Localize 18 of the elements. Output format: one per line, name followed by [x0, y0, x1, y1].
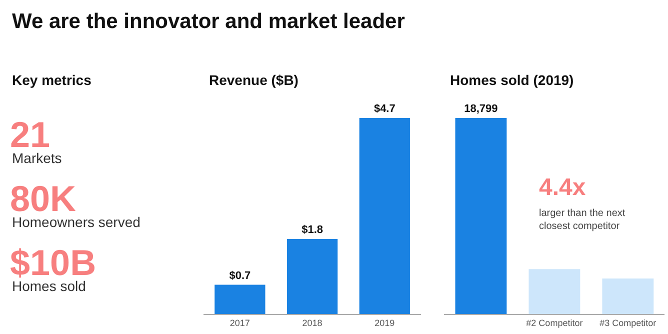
data-label: $0.7: [229, 270, 251, 282]
chart-title: Revenue ($B): [209, 72, 298, 88]
text: Markets: [12, 150, 62, 166]
annotation: 4.4x: [539, 174, 586, 201]
x-tick-label: #3 Competitor: [600, 318, 656, 328]
text: Homes sold: [12, 278, 86, 294]
x-tick-label: 2017: [230, 318, 250, 328]
text: We are the innovator and market leader: [12, 10, 405, 33]
x-tick-label: #2 Competitor: [526, 318, 583, 328]
x-tick-label: 2018: [302, 318, 322, 328]
annotation: larger than the next closest competitor: [539, 208, 626, 232]
data-label: $1.8: [302, 224, 323, 236]
data-label: $4.7: [374, 103, 396, 115]
text: Homeowners served: [12, 214, 140, 230]
text: Key metrics: [12, 72, 92, 88]
chart-title: Homes sold (2019): [450, 72, 574, 88]
data-label: 18,799: [464, 103, 498, 115]
x-tick-label: 2019: [374, 318, 395, 328]
